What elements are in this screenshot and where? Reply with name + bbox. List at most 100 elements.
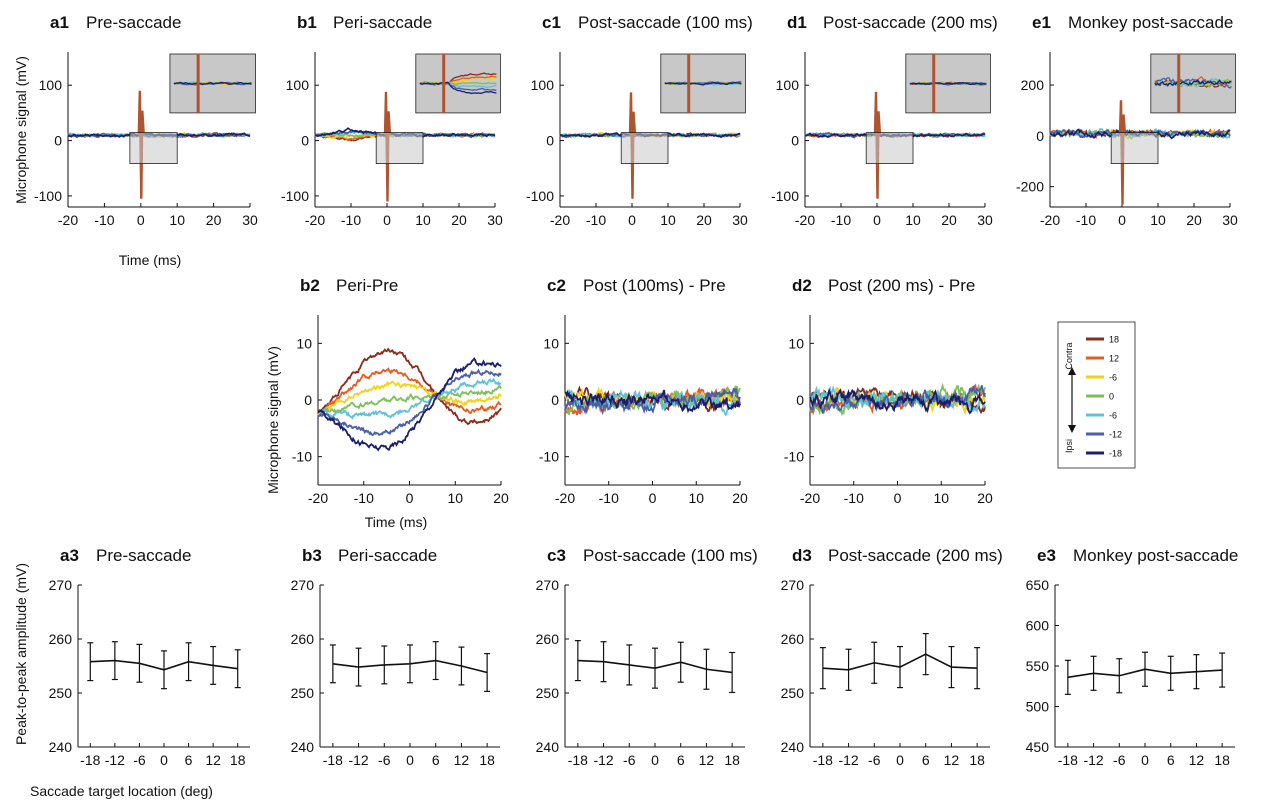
a3-panel-letter: a3 — [60, 546, 79, 565]
c1-panel-title: Post-saccade (100 ms) — [578, 13, 753, 32]
c3-ytick-label: 250 — [536, 685, 560, 701]
d2-panel-title: Post (200 ms) - Pre — [828, 276, 975, 295]
b1-inset-trace--18 — [419, 81, 497, 95]
c1-ytick-label: -100 — [526, 188, 554, 204]
a1-click-spike — [137, 90, 145, 199]
a1-panel-letter: a1 — [50, 13, 69, 32]
e1-panel-letter: e1 — [1032, 13, 1051, 32]
d1-xtick-label: -20 — [795, 212, 815, 228]
b3-xtick-label: 6 — [432, 752, 440, 768]
a1-panel-title: Pre-saccade — [86, 13, 181, 32]
b1-panel-letter: b1 — [297, 13, 317, 32]
b3-ytick-label: 270 — [291, 577, 315, 593]
c1-xtick-label: -10 — [586, 212, 606, 228]
a3-xtick-label: 12 — [205, 752, 221, 768]
row3-ylabel: Peak-to-peak amplitude (mV) — [13, 563, 29, 745]
a3-ytick-label: 270 — [49, 577, 73, 593]
a1-xtick-label: 20 — [206, 212, 222, 228]
d2-xtick-label: 20 — [977, 490, 993, 506]
d3-xtick-label: 12 — [944, 752, 960, 768]
e1-inset-trace--18 — [1154, 79, 1232, 87]
d2-trace--18 — [809, 387, 986, 415]
c2-ytick-label: 0 — [551, 392, 559, 408]
panel-c3: c3 Post-saccade (100 ms) 240 250 260 270 -18 -1… — [536, 546, 758, 768]
a1-inset-trace--18 — [173, 81, 252, 86]
d1-panel-title: Post-saccade (200 ms) — [823, 13, 998, 32]
c3-ytick-label: 240 — [536, 739, 560, 755]
legend-items: 18 12 -6 0 -6 -12 -18 — [1086, 335, 1122, 459]
d1-inset-trace--18 — [909, 81, 987, 86]
b1-xtick-label: -20 — [305, 212, 325, 228]
b1-ytick-label: 0 — [301, 133, 309, 149]
d3-ytick-label: 240 — [781, 739, 805, 755]
a1-xtick-label: 30 — [242, 212, 258, 228]
a3-panel-title: Pre-saccade — [96, 546, 191, 565]
c3-xtick-label: -6 — [623, 752, 636, 768]
legend-label: -6 — [1109, 411, 1117, 421]
e1-ytick-label: -200 — [1016, 179, 1044, 195]
e1-ytick-label: 0 — [1036, 128, 1044, 144]
a3-xtick-label: 6 — [185, 752, 193, 768]
d2-ytick-label: 0 — [796, 392, 804, 408]
d1-click-spike — [873, 91, 882, 199]
b1-xtick-label: -10 — [341, 212, 361, 228]
c2-ytick-label: -10 — [539, 449, 559, 465]
b2-xtick-label: 0 — [406, 490, 414, 506]
legend-label: -12 — [1109, 430, 1122, 440]
b2-xtick-label: -10 — [354, 490, 374, 506]
d3-xtick-label: -12 — [838, 752, 858, 768]
c3-panel-title: Post-saccade (100 ms) — [583, 546, 758, 565]
c2-ytick-label: 10 — [543, 335, 559, 351]
b2-trace-12 — [317, 367, 502, 417]
b3-xtick-label: -12 — [348, 752, 368, 768]
d1-xtick-label: 30 — [977, 212, 993, 228]
e1-xtick-label: 30 — [1222, 212, 1238, 228]
legend-label: 18 — [1109, 335, 1119, 345]
e3-ytick-label: 500 — [1026, 699, 1050, 715]
b2-xtick-label: -20 — [308, 490, 328, 506]
e3-ytick-label: 550 — [1026, 658, 1050, 674]
b2-ytick-label: 10 — [296, 335, 312, 351]
b2-trace--6c — [317, 380, 502, 416]
d1-ytick-label: 100 — [776, 77, 800, 93]
c3-ytick-label: 270 — [536, 577, 560, 593]
panel-e1: e1 Monkey post-saccade -200 0 200 -20 -10 0 10 20… — [1016, 13, 1238, 228]
d2-xtick-label: 0 — [894, 490, 902, 506]
b3-xtick-label: 12 — [454, 752, 470, 768]
e1-inset-trace--12 — [1154, 77, 1232, 89]
d3-xtick-label: 18 — [969, 752, 985, 768]
b3-ytick-label: 260 — [291, 631, 315, 647]
c2-xtick-label: -20 — [555, 490, 575, 506]
b1-zoom-window — [375, 132, 424, 165]
e3-xtick-label: 6 — [1167, 752, 1175, 768]
c1-ytick-label: 100 — [531, 77, 555, 93]
d1-ytick-label: 0 — [791, 133, 799, 149]
legend-ipsi-label: Ipsi — [1064, 439, 1074, 453]
c3-xtick-label: 0 — [651, 752, 659, 768]
d3-ytick-label: 250 — [781, 685, 805, 701]
b1-click-spike — [383, 91, 392, 202]
d1-xtick-label: 20 — [941, 212, 957, 228]
a1-ytick-label: 0 — [54, 133, 62, 149]
legend-label: -18 — [1109, 449, 1122, 459]
b3-xtick-label: 18 — [479, 752, 495, 768]
e1-ytick-label: 200 — [1021, 77, 1045, 93]
e1-xtick-label: -20 — [1040, 212, 1060, 228]
e1-inset-trace--6i — [1154, 77, 1232, 88]
panel-c2: c2 Post (100ms) - Pre -10 0 10 -20 -10 0 10 20 — [539, 276, 748, 506]
c2-panel-title: Post (100ms) - Pre — [583, 276, 726, 295]
e3-panel-title: Monkey post-saccade — [1073, 546, 1238, 565]
c1-click-spike — [628, 92, 637, 199]
b1-xtick-label: 30 — [487, 212, 503, 228]
c2-panel-letter: c2 — [547, 276, 566, 295]
b3-xtick-label: 0 — [406, 752, 414, 768]
row2-xlabel: Time (ms) — [365, 514, 427, 530]
row3-xlabel: Saccade target location (deg) — [30, 783, 213, 799]
panel-d3: d3 Post-saccade (200 ms) 240 250 260 270 -18 -1… — [781, 546, 1003, 768]
d2-panel-letter: d2 — [792, 276, 812, 295]
b2-ytick-label: -10 — [292, 449, 312, 465]
legend-contra-label: Contra — [1064, 342, 1074, 369]
